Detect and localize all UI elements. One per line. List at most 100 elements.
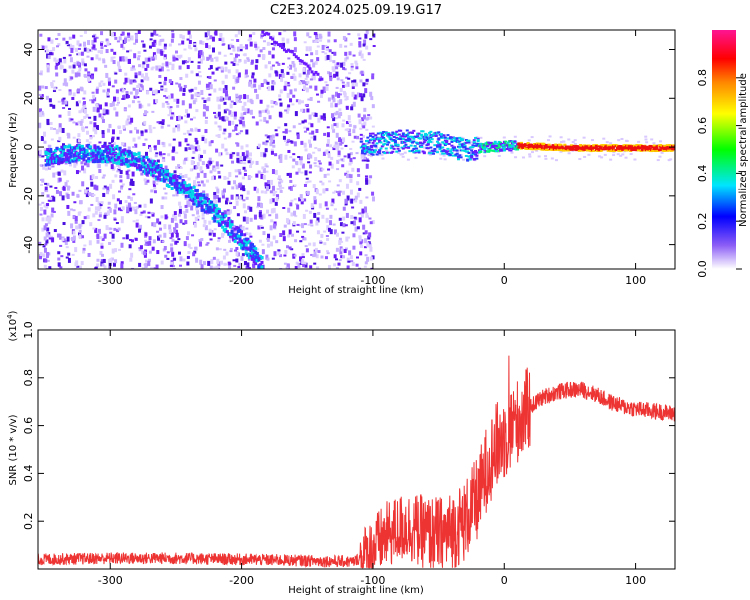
band-cell xyxy=(502,141,506,144)
ridge-cell xyxy=(161,169,165,173)
noise-cell xyxy=(198,71,202,74)
noise-cell xyxy=(144,239,148,242)
noise-cell xyxy=(173,228,177,234)
ridge-cell xyxy=(98,147,102,151)
band-cell xyxy=(411,131,415,134)
noise-cell xyxy=(127,146,131,152)
noise-cell xyxy=(140,131,144,137)
noise-cell xyxy=(215,56,219,62)
noise-cell xyxy=(159,155,163,158)
noise-cell xyxy=(344,57,348,62)
noise-cell xyxy=(91,40,95,46)
band-cell xyxy=(493,142,497,145)
noise-cell xyxy=(47,54,51,59)
band-cell xyxy=(433,150,437,153)
noise-cell xyxy=(232,224,236,228)
noise-cell xyxy=(266,135,270,139)
noise-cell xyxy=(253,214,257,220)
ridge-cell xyxy=(235,225,239,229)
noise-cell xyxy=(78,189,82,192)
bottom-x-tick-label: -200 xyxy=(229,574,254,587)
noise-cell xyxy=(347,77,351,80)
band-cell xyxy=(554,145,558,148)
ridge-cell xyxy=(197,203,201,207)
noise-cell xyxy=(345,56,349,60)
noise-cell xyxy=(169,106,173,109)
noise-cell xyxy=(236,76,240,80)
noise-cell xyxy=(131,206,135,211)
noise-cell xyxy=(116,136,120,140)
noise-cell xyxy=(127,58,131,64)
ridge-cell xyxy=(147,171,151,175)
noise-cell xyxy=(358,236,362,242)
noise-cell xyxy=(228,262,232,265)
noise-cell xyxy=(339,99,343,105)
band-cell xyxy=(474,136,478,139)
ridge-cell xyxy=(257,265,261,269)
noise-cell xyxy=(368,217,372,220)
band-cell xyxy=(438,143,442,146)
band-cell xyxy=(598,146,602,149)
noise-cell xyxy=(349,157,353,162)
noise-cell xyxy=(105,109,109,115)
ridge-cell xyxy=(191,189,195,193)
band-cell xyxy=(435,151,439,154)
noise-cell xyxy=(266,257,270,261)
noise-cell xyxy=(264,109,268,113)
noise-cell xyxy=(285,110,289,114)
noise-cell xyxy=(239,155,243,160)
noise-cell xyxy=(235,175,239,178)
noise-cell xyxy=(121,56,125,62)
noise-cell xyxy=(351,80,355,84)
noise-cell xyxy=(269,225,273,231)
bottom-x-tick-label: 100 xyxy=(625,574,646,587)
ridge-cell xyxy=(186,191,190,195)
noise-cell xyxy=(80,161,84,165)
noise-cell xyxy=(283,85,287,91)
noise-cell xyxy=(127,104,131,108)
noise-cell xyxy=(369,38,373,41)
noise-cell xyxy=(245,144,249,148)
noise-cell xyxy=(100,259,104,262)
ridge-cell xyxy=(120,158,124,162)
noise-cell xyxy=(231,160,235,164)
noise-cell xyxy=(55,72,59,77)
ridge-cell xyxy=(165,183,169,187)
noise-cell xyxy=(221,190,225,196)
noise-cell xyxy=(39,252,43,257)
noise-cell xyxy=(363,206,367,211)
band-cell xyxy=(399,129,403,132)
noise-cell xyxy=(171,265,175,268)
ridge-cell xyxy=(128,159,132,163)
noise-cell xyxy=(243,111,247,115)
noise-cell xyxy=(85,130,89,135)
band-cell xyxy=(366,136,370,139)
noise-cell xyxy=(40,136,44,142)
noise-cell xyxy=(280,69,284,74)
band-cell xyxy=(472,158,476,161)
noise-cell xyxy=(105,38,109,42)
ridge-cell xyxy=(88,153,92,157)
noise-cell xyxy=(87,252,91,257)
noise-cell xyxy=(272,223,276,229)
noise-cell xyxy=(363,246,367,249)
noise-cell xyxy=(315,254,319,259)
noise-cell xyxy=(314,32,318,36)
noise-cell xyxy=(236,54,240,57)
noise-cell xyxy=(103,265,107,269)
noise-cell xyxy=(289,179,293,183)
noise-cell xyxy=(140,79,144,83)
ridge-cell xyxy=(69,158,73,162)
noise-cell xyxy=(346,81,350,87)
ridge-cell xyxy=(199,193,203,197)
noise-cell xyxy=(73,62,77,65)
noise-cell xyxy=(546,139,550,142)
noise-cell xyxy=(220,260,224,265)
noise-cell xyxy=(101,130,105,135)
noise-cell xyxy=(305,181,309,184)
noise-cell xyxy=(213,88,217,93)
noise-cell xyxy=(182,87,186,92)
noise-cell xyxy=(82,97,86,100)
noise-cell xyxy=(225,263,229,266)
ridge-cell xyxy=(236,234,240,238)
